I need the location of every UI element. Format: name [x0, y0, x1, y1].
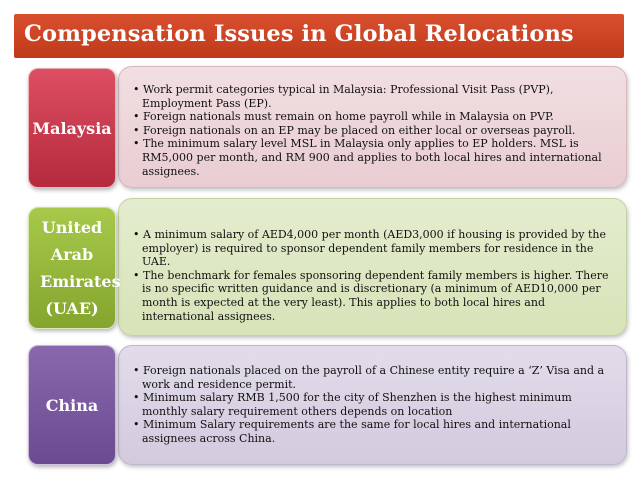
malaysia-bullets: Work permit categories typical in Malays… — [133, 83, 618, 178]
bullet-item: Minimum Salary requirements are the same… — [133, 418, 618, 445]
bullet-item: Foreign nationals placed on the payroll … — [133, 364, 618, 391]
bullet-item: Foreign nationals on an EP may be placed… — [133, 124, 618, 138]
bullet-item: The minimum salary level MSL in Malaysia… — [133, 137, 618, 178]
uae-bullets: A minimum salary of AED4,000 per month (… — [133, 228, 618, 323]
china-label: China — [28, 345, 116, 465]
uae-label: United Arab Emirates (UAE) — [28, 207, 121, 329]
bullet-item: Foreign nationals must remain on home pa… — [133, 110, 618, 124]
title-bar: Compensation Issues in Global Relocation… — [14, 14, 624, 58]
bullet-item: A minimum salary of AED4,000 per month (… — [133, 228, 618, 269]
malaysia-label-text: Malaysia — [32, 118, 112, 138]
uae-label-text: United Arab Emirates (UAE) — [40, 218, 121, 318]
bullet-item: Minimum salary RMB 1,500 for the city of… — [133, 391, 618, 418]
china-bullets: Foreign nationals placed on the payroll … — [133, 364, 618, 446]
malaysia-label: Malaysia — [28, 68, 116, 188]
slide-title: Compensation Issues in Global Relocation… — [24, 21, 574, 47]
bullet-item: The benchmark for females sponsoring dep… — [133, 269, 618, 323]
bullet-item: Work permit categories typical in Malays… — [133, 83, 618, 110]
china-label-text: China — [45, 395, 99, 415]
